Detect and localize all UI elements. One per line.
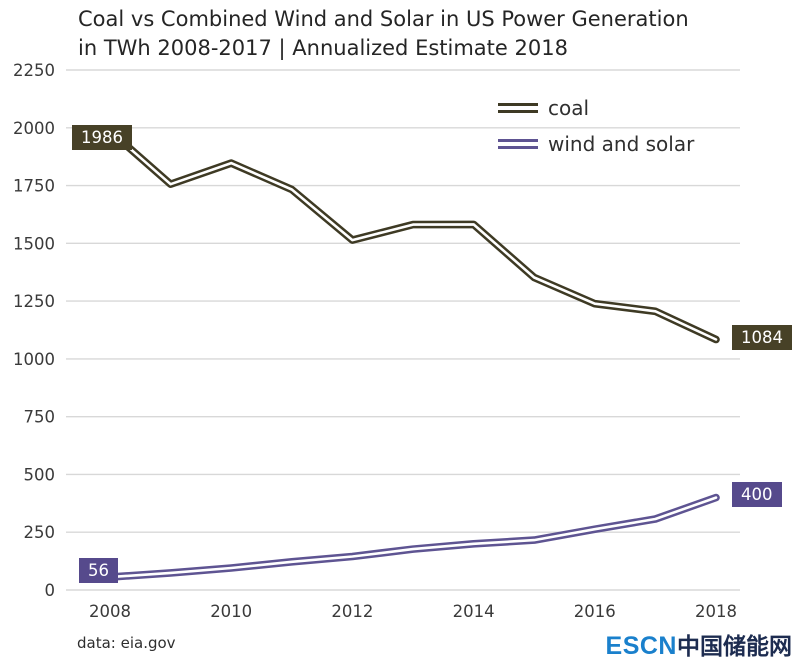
logo-escn-text: ESCN xyxy=(605,632,677,660)
svg-text:250: 250 xyxy=(24,523,56,542)
data-label-56: 56 xyxy=(79,557,118,583)
legend-item-coal: coal xyxy=(498,96,694,120)
svg-text:2008: 2008 xyxy=(89,602,131,621)
svg-text:2010: 2010 xyxy=(210,602,252,621)
coal-line-swatch xyxy=(498,103,538,113)
svg-text:2014: 2014 xyxy=(453,602,495,621)
svg-text:2012: 2012 xyxy=(331,602,373,621)
logo-chinese-text: 中国储能网 xyxy=(677,633,792,659)
svg-text:500: 500 xyxy=(24,465,56,484)
svg-text:1250: 1250 xyxy=(13,292,55,311)
svg-text:0: 0 xyxy=(45,581,56,600)
legend-label-wind-solar: wind and solar xyxy=(548,132,695,156)
svg-text:750: 750 xyxy=(24,408,56,427)
svg-text:1500: 1500 xyxy=(13,234,55,253)
svg-text:1000: 1000 xyxy=(13,350,55,369)
legend-item-wind-solar: wind and solar xyxy=(498,132,694,156)
svg-text:1750: 1750 xyxy=(13,177,55,196)
chart-title-line1: Coal vs Combined Wind and Solar in US Po… xyxy=(78,7,689,31)
svg-text:2016: 2016 xyxy=(574,602,616,621)
data-label-1986: 1986 xyxy=(72,124,132,150)
chart-title-line2: in TWh 2008-2017 | Annualized Estimate 2… xyxy=(78,35,568,60)
legend-label-coal: coal xyxy=(548,96,590,120)
data-source: data: eia.gov xyxy=(77,634,176,652)
legend: coal wind and solar xyxy=(498,96,694,156)
svg-text:2250: 2250 xyxy=(13,61,55,80)
svg-text:2000: 2000 xyxy=(13,119,55,138)
data-label-400: 400 xyxy=(732,482,782,508)
svg-text:2018: 2018 xyxy=(695,602,737,621)
chart-title: Coal vs Combined Wind and Solar in US Po… xyxy=(78,5,689,63)
wind-solar-line-swatch xyxy=(498,139,538,149)
escn-logo: ESCN中国储能网 xyxy=(606,627,792,661)
data-label-1084: 1084 xyxy=(732,324,792,350)
